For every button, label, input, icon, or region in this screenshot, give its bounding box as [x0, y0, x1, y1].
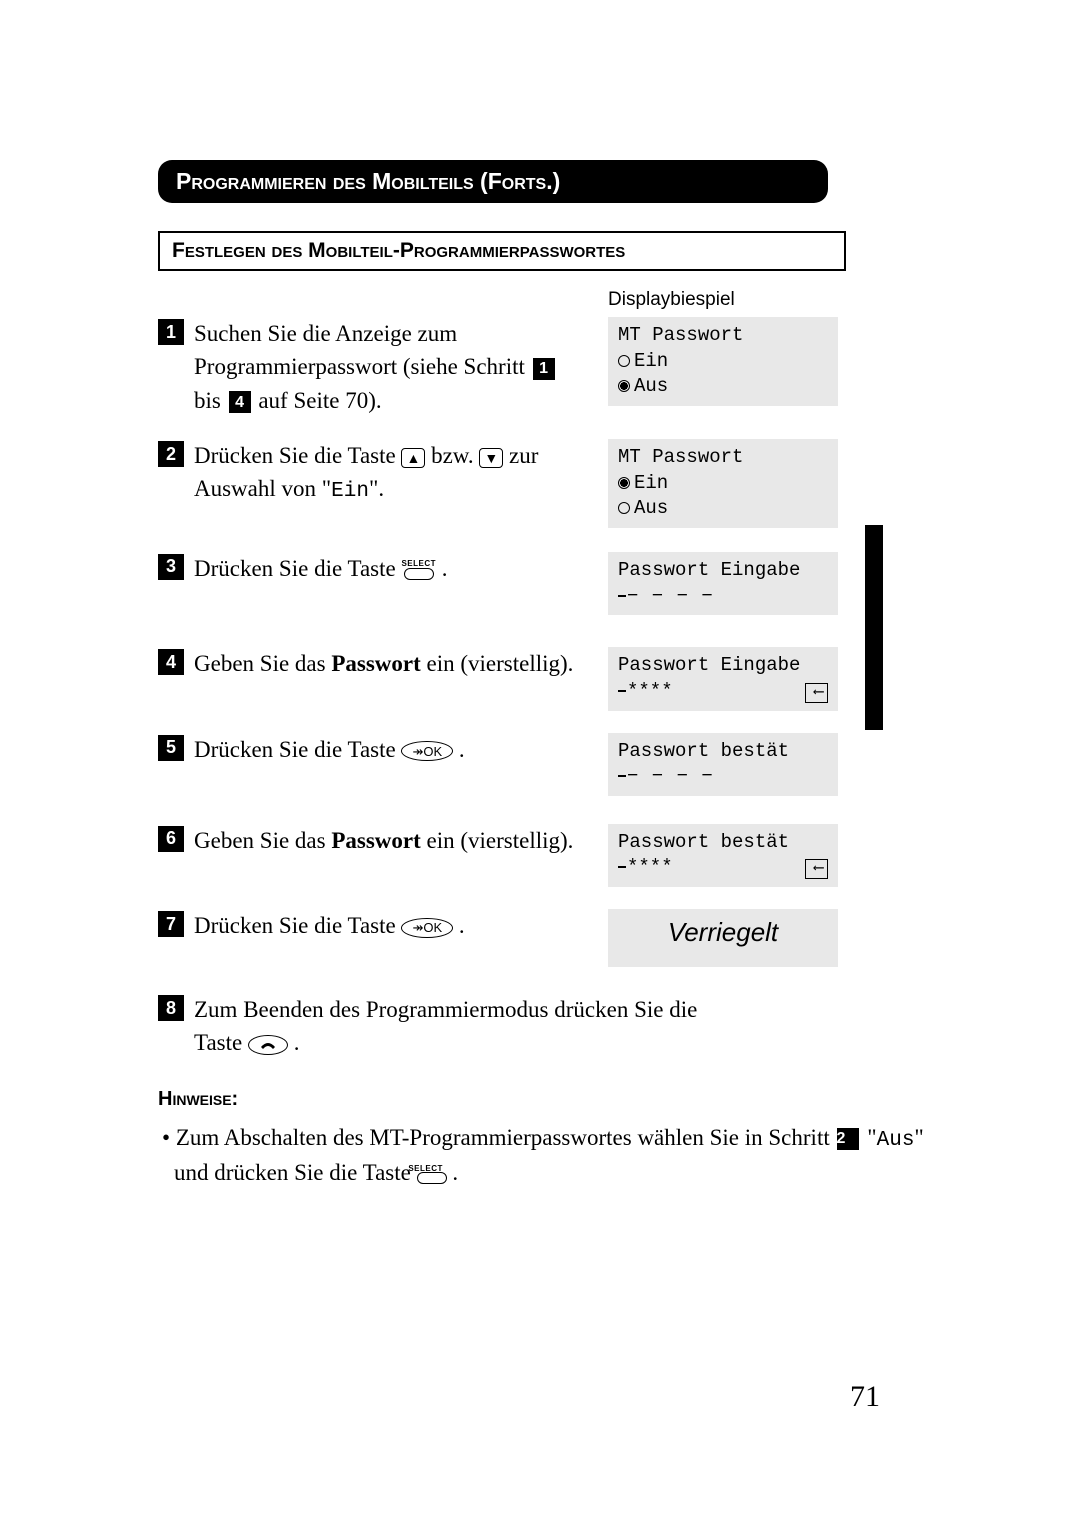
display-example: Passwort Eingabe − − − −	[608, 552, 838, 615]
section-title: Programmieren des Mobilteils (Forts.)	[158, 160, 828, 203]
select-key-icon: SELECT	[417, 1166, 447, 1184]
radio-filled-icon	[618, 477, 630, 489]
radio-filled-icon	[618, 380, 630, 392]
page-number: 71	[850, 1380, 880, 1414]
select-key-icon: SELECT	[401, 561, 436, 579]
step-text: Geben Sie das Passwort ein (vierstellig)…	[194, 647, 588, 680]
up-arrow-key-icon: ▲	[401, 448, 425, 468]
step-text: Drücken Sie die Taste SELECT .	[194, 552, 588, 585]
step-ref-icon: 2	[837, 1128, 859, 1150]
step-row: 7 Drücken Sie die Taste ↠OK . Verriegelt	[158, 909, 938, 967]
step-text: Zum Beenden des Programmiermodus drücken…	[194, 993, 718, 1060]
display-example: Passwort Eingabe **** ⟵	[608, 647, 838, 710]
backspace-key-icon: ⟵	[805, 683, 828, 703]
step-number: 2	[158, 441, 184, 467]
page-content: Programmieren des Mobilteils (Forts.) Fe…	[158, 160, 938, 1191]
ok-key-icon: ↠OK	[401, 741, 453, 761]
hangup-key-icon	[248, 1035, 288, 1055]
radio-empty-icon	[618, 502, 630, 514]
step-text: Drücken Sie die Taste ↠OK .	[194, 909, 588, 942]
radio-empty-icon	[618, 355, 630, 367]
backspace-key-icon: ⟵	[805, 859, 828, 879]
step-row: 8 Zum Beenden des Programmiermodus drück…	[158, 993, 938, 1060]
step-text: Geben Sie das Passwort ein (vierstellig)…	[194, 824, 588, 857]
step-row: 1 Suchen Sie die Anzeige zum Programmier…	[158, 317, 938, 417]
step-ref-icon: 1	[533, 358, 555, 380]
display-example: Verriegelt	[608, 909, 838, 967]
step-text: Suchen Sie die Anzeige zum Programmierpa…	[194, 317, 588, 417]
notes-header: Hinweise:	[158, 1088, 938, 1111]
step-number: 7	[158, 911, 184, 937]
ok-key-icon: ↠OK	[401, 918, 453, 938]
note-item: • Zum Abschalten des MT-Programmierpassw…	[162, 1121, 938, 1191]
step-number: 3	[158, 554, 184, 580]
step-row: 4 Geben Sie das Passwort ein (vierstelli…	[158, 647, 938, 710]
display-example: MT Passwort Ein Aus	[608, 317, 838, 406]
step-number: 1	[158, 319, 184, 345]
display-example: MT Passwort Ein Aus	[608, 439, 838, 528]
subsection-title: Festlegen des Mobilteil-Programmierpassw…	[158, 231, 846, 271]
display-example: Passwort bestät − − − −	[608, 733, 838, 796]
step-row: 5 Drücken Sie die Taste ↠OK . Passwort b…	[158, 733, 938, 796]
step-number: 4	[158, 649, 184, 675]
step-number: 8	[158, 995, 184, 1021]
step-row: 6 Geben Sie das Passwort ein (vierstelli…	[158, 824, 938, 887]
step-row: 2 Drücken Sie die Taste ▲ bzw. ▼ zur Aus…	[158, 439, 938, 528]
step-text: Drücken Sie die Taste ↠OK .	[194, 733, 588, 766]
step-number: 5	[158, 735, 184, 761]
display-example-header: Displaybiespiel	[608, 289, 938, 311]
steps-area: Displaybiespiel 1 Suchen Sie die Anzeige…	[158, 289, 938, 1191]
down-arrow-key-icon: ▼	[479, 448, 503, 468]
step-row: 3 Drücken Sie die Taste SELECT . Passwor…	[158, 552, 938, 615]
step-ref-icon: 4	[229, 391, 251, 413]
display-example: Passwort bestät **** ⟵	[608, 824, 838, 887]
step-number: 6	[158, 826, 184, 852]
step-text: Drücken Sie die Taste ▲ bzw. ▼ zur Auswa…	[194, 439, 588, 508]
